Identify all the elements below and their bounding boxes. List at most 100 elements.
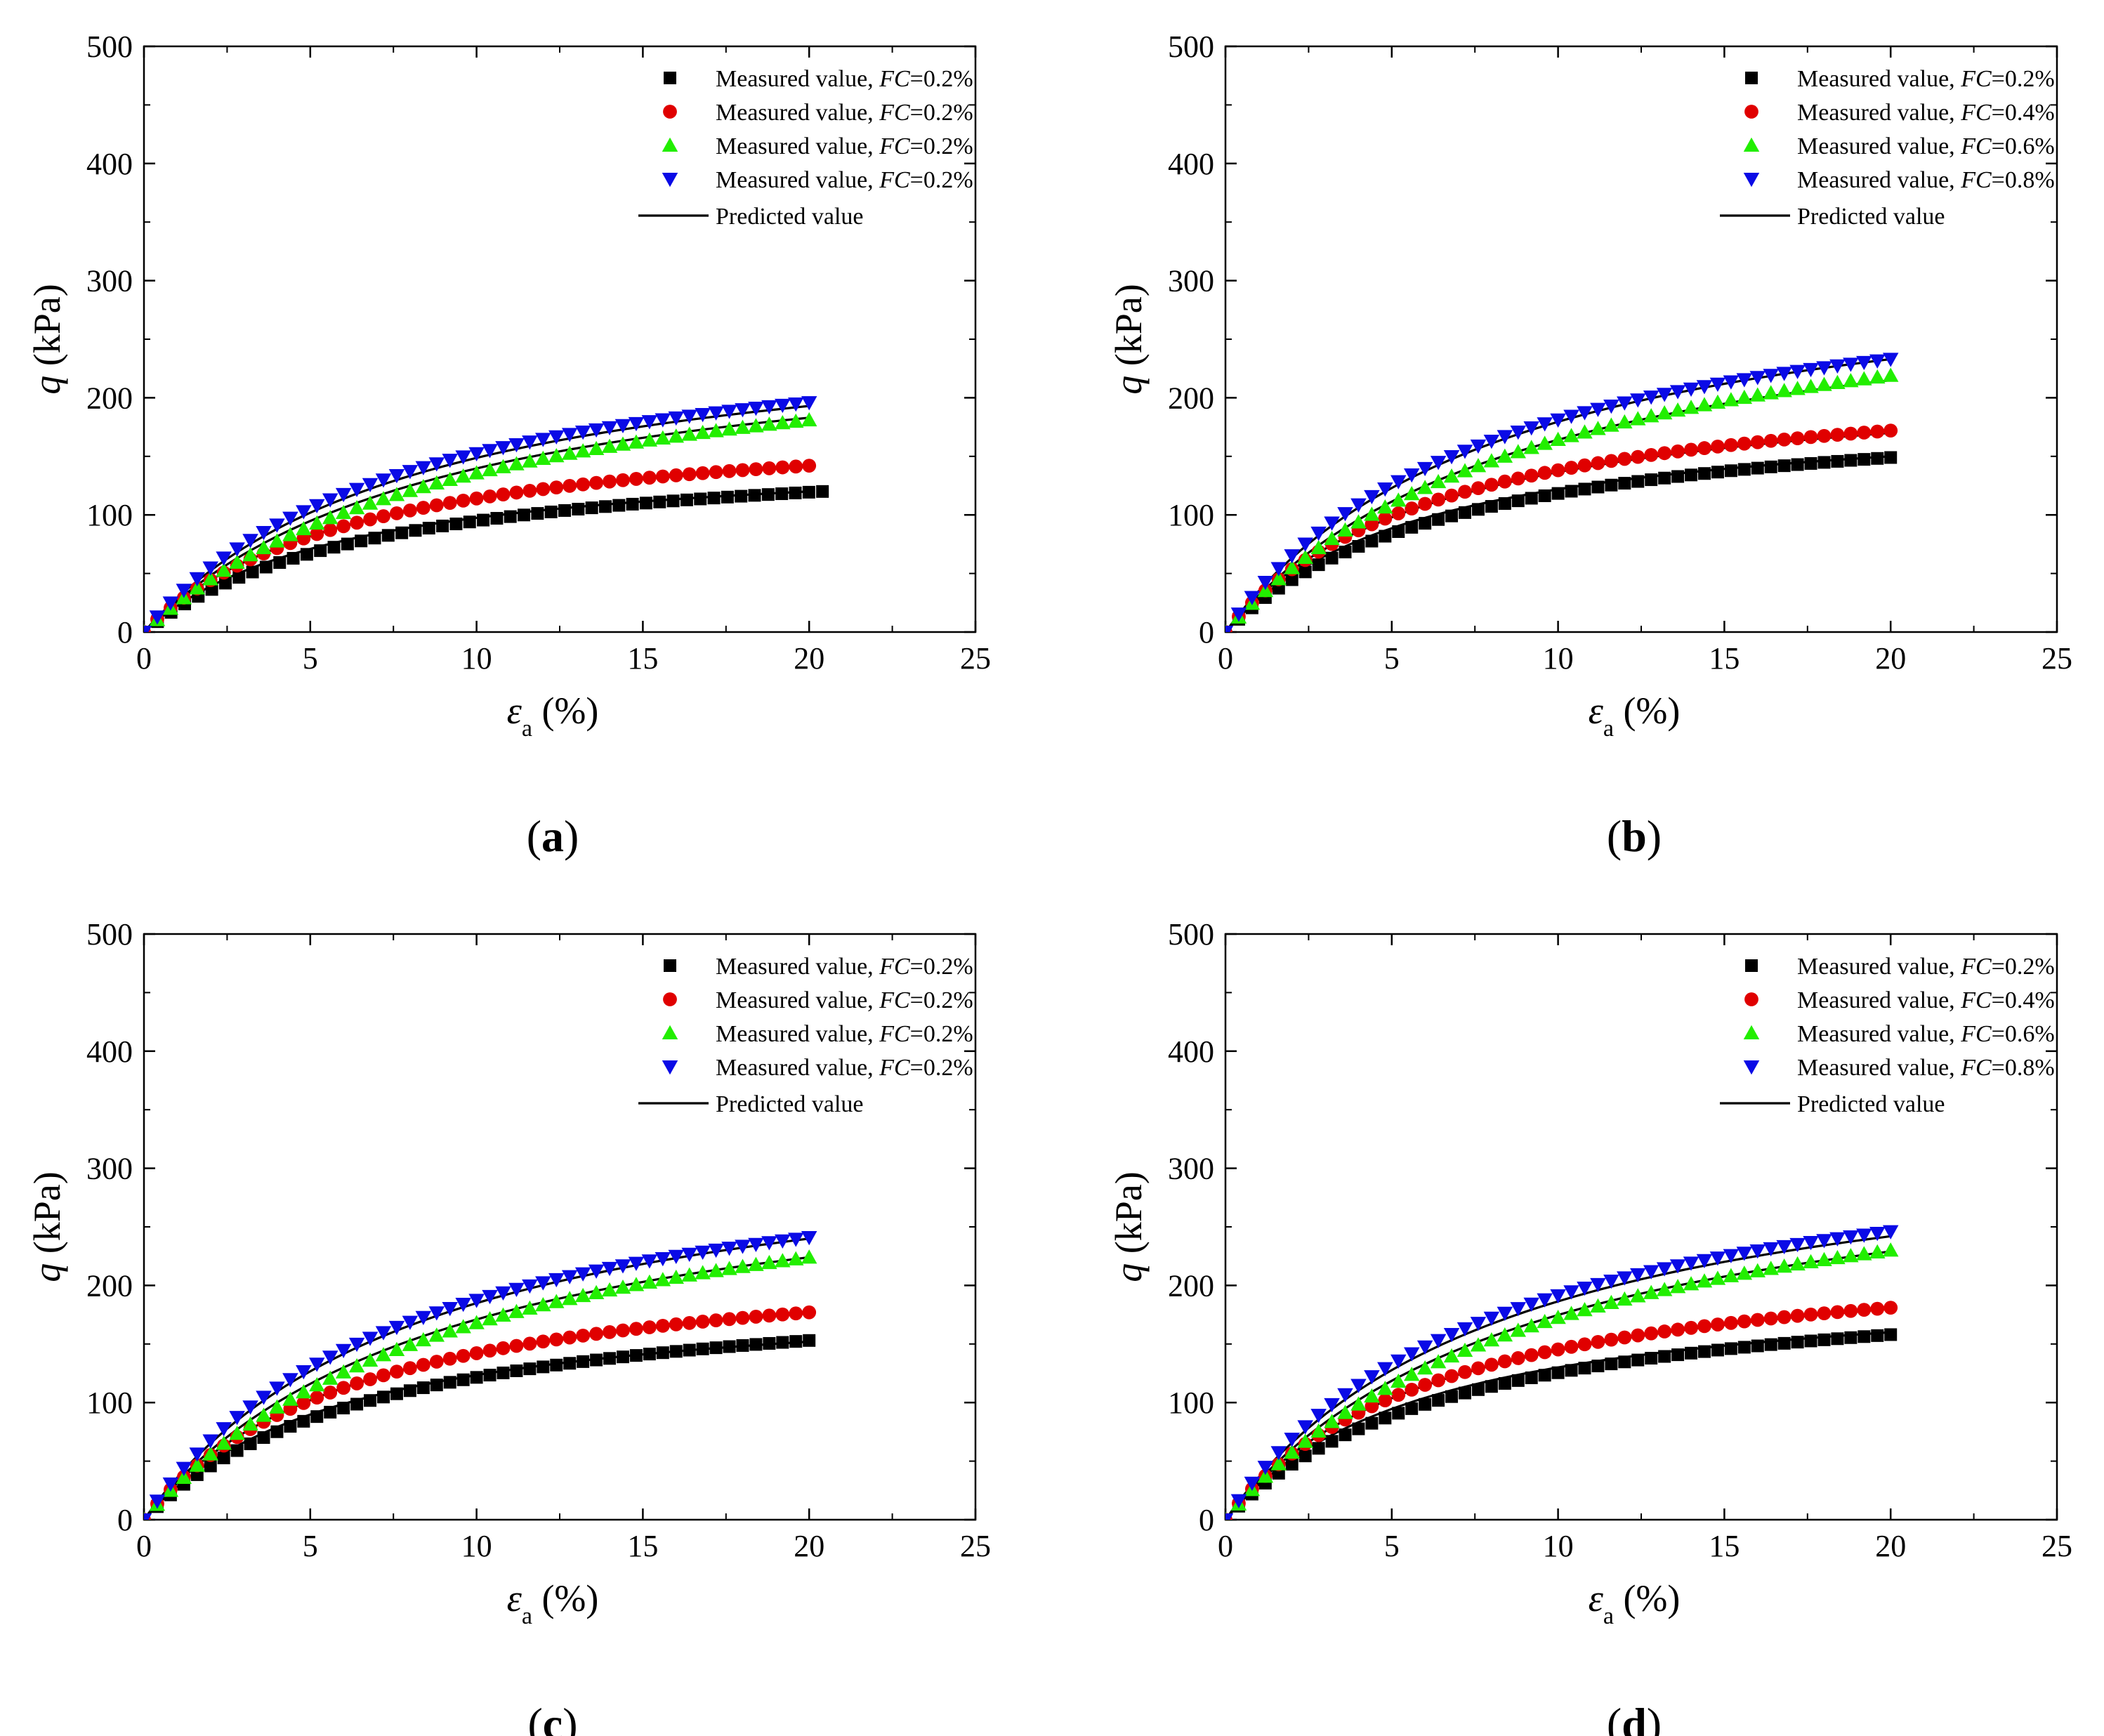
data-point-green <box>1364 506 1380 521</box>
data-point-red <box>350 1376 364 1390</box>
data-point-red <box>1431 1373 1446 1388</box>
data-point-red <box>1870 1301 1885 1316</box>
panel-label-close: ) <box>564 811 579 861</box>
y-axis-title: q (kPa) <box>1107 284 1150 394</box>
legend-label: Measured value, FC=0.2% <box>1797 954 2055 980</box>
data-point-green <box>1789 1256 1806 1271</box>
data-point-green <box>1430 473 1447 489</box>
data-point-black <box>1298 1449 1312 1463</box>
panel-label-open: ( <box>527 1699 542 1736</box>
data-point-black <box>1764 1338 1777 1351</box>
y-axis-unit: (kPa) <box>26 1171 68 1263</box>
legend-label: Measured value, FC=0.2% <box>1797 66 2055 92</box>
data-point-green <box>601 438 618 453</box>
data-point-blue <box>614 1259 631 1274</box>
data-point-red <box>1405 501 1419 515</box>
data-point-black <box>643 1348 656 1361</box>
data-point-blue <box>788 397 804 412</box>
legend-label-var: FC <box>879 987 910 1013</box>
data-point-red <box>376 1368 390 1383</box>
data-point-red <box>390 506 404 520</box>
x-axis-title: εa (%) <box>1589 1577 1681 1629</box>
data-point-black <box>1565 1364 1578 1377</box>
data-point-red <box>1591 456 1605 471</box>
data-point-red <box>469 1346 484 1360</box>
legend-label-suffix: =0.2% <box>910 167 973 193</box>
data-point-black <box>1538 1369 1551 1382</box>
data-point-green <box>428 475 445 490</box>
data-point-black <box>1312 558 1325 572</box>
data-point-blue <box>202 1434 218 1449</box>
x-tick-label: 25 <box>960 1529 991 1563</box>
legend-label-prefix: Measured value, <box>1797 987 1961 1013</box>
x-tick-label: 10 <box>461 1529 492 1563</box>
data-point-blue <box>1510 425 1527 440</box>
data-point-green <box>388 487 405 501</box>
data-point-black <box>1445 1390 1459 1403</box>
data-point-black <box>612 499 626 512</box>
data-point-red <box>1537 1345 1552 1360</box>
data-point-black <box>409 524 422 537</box>
data-point-green <box>1590 421 1606 435</box>
legend-label-prefix: Measured value, <box>1797 1021 1961 1047</box>
legend-label: Measured value, FC=0.4% <box>1797 987 2055 1013</box>
data-point-black <box>232 571 246 584</box>
data-point-black <box>1471 503 1485 516</box>
data-point-red <box>1484 478 1499 492</box>
legend-label-suffix: =0.8% <box>1992 167 2055 193</box>
y-axis-symbol: q <box>1107 1263 1150 1282</box>
data-point-blue <box>282 1373 298 1388</box>
legend-label-var: FC <box>1960 100 1992 126</box>
data-point-red <box>1617 1330 1632 1345</box>
data-point-red <box>589 475 603 490</box>
x-axis-title: εa (%) <box>507 690 599 742</box>
data-point-red <box>402 503 417 518</box>
legend-label-var: FC <box>1960 1021 1992 1047</box>
data-point-green <box>362 1352 379 1367</box>
data-point-black <box>477 513 490 527</box>
data-point-black <box>456 1373 470 1386</box>
data-point-red <box>642 1320 657 1334</box>
data-point-black <box>1724 1342 1737 1355</box>
data-point-black <box>376 1390 390 1404</box>
data-point-black <box>390 1387 403 1400</box>
data-point-black <box>364 1394 377 1407</box>
data-point-green <box>614 1279 631 1294</box>
data-point-blue <box>748 401 764 416</box>
data-point-blue <box>695 407 711 423</box>
data-point-green <box>761 416 777 431</box>
data-point-green <box>1669 1279 1686 1294</box>
y-tick-label: 500 <box>86 917 133 952</box>
data-point-green <box>601 1282 618 1297</box>
data-point-green <box>296 1383 312 1399</box>
data-point-blue <box>1364 1370 1380 1385</box>
plot-area <box>1225 353 1899 632</box>
data-point-green <box>801 1249 817 1264</box>
data-point-red <box>1591 1334 1605 1349</box>
chart-panel-d: 0 5 10 15 20 25 0 100 200 300 400 500 εa (%) q (kPa) M… <box>1107 917 2072 1736</box>
data-point-red <box>1431 492 1446 507</box>
data-point-green <box>1416 480 1433 494</box>
data-point-blue <box>681 409 697 424</box>
data-point-blue <box>1696 380 1713 395</box>
data-point-green <box>1776 1258 1792 1273</box>
data-point-black <box>436 519 449 532</box>
legend-marker-triangle-down <box>1743 173 1760 188</box>
data-point-red <box>576 1328 591 1343</box>
data-point-green <box>1603 417 1619 432</box>
data-point-black <box>284 1420 297 1433</box>
data-point-green <box>1829 1249 1846 1265</box>
data-point-black <box>639 497 652 510</box>
data-point-green <box>388 1341 405 1356</box>
data-point-red <box>469 491 484 506</box>
data-point-black <box>368 532 381 545</box>
data-point-red <box>1711 1317 1725 1331</box>
data-point-green <box>1803 1254 1819 1269</box>
data-point-green <box>1403 486 1420 501</box>
data-point-green <box>1457 1342 1473 1357</box>
data-point-green <box>748 1256 764 1271</box>
data-point-blue <box>748 1237 764 1253</box>
data-point-green <box>1470 1337 1487 1352</box>
legend-label-suffix: =0.6% <box>1992 133 2055 159</box>
data-point-red <box>775 1307 790 1322</box>
